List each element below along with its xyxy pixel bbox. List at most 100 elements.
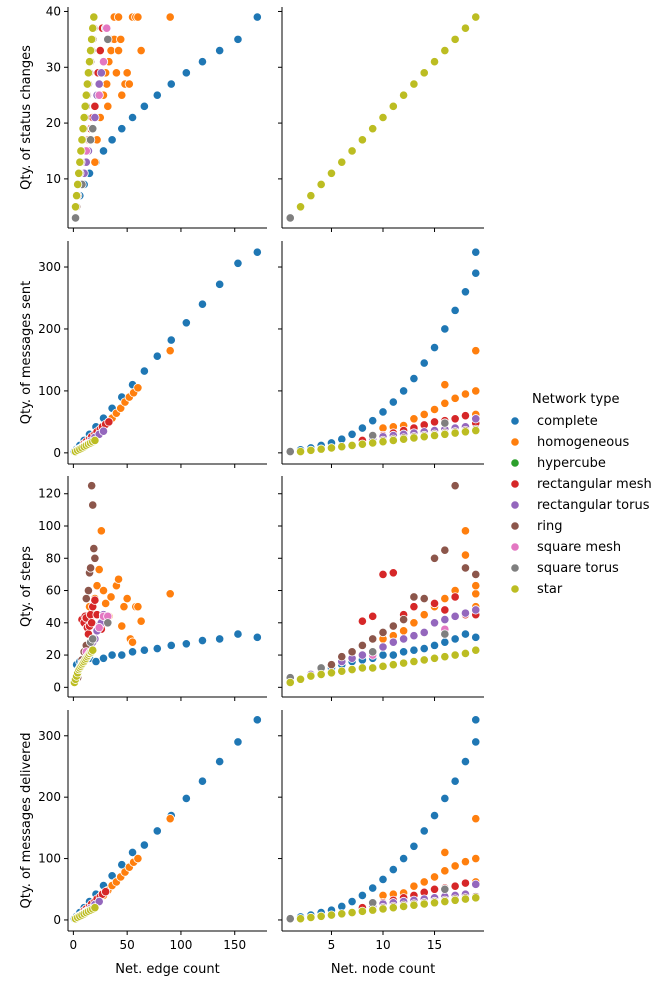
data-point-complete: [181, 68, 191, 78]
data-point-complete: [368, 883, 378, 893]
y-axis-labels: Qty. of status changes Qty. of messages s…: [19, 45, 34, 909]
data-point-star: [77, 135, 87, 145]
y-axis-label: Qty. of status changes: [19, 45, 34, 190]
data-point-star: [419, 655, 429, 665]
data-point-star: [378, 904, 388, 914]
data-point-rectangular-mesh: [440, 605, 450, 615]
data-point-rectangular-mesh: [104, 417, 114, 427]
y-tick-label: 300: [38, 729, 61, 743]
data-point-star: [347, 440, 357, 451]
data-point-homogeneous: [471, 386, 481, 396]
scatter-panels: 1020304001002003000204060801001200100200…: [38, 4, 484, 952]
data-point-star: [357, 663, 367, 673]
data-point-complete: [117, 124, 127, 134]
data-point-star: [471, 425, 481, 436]
data-point-star: [357, 906, 367, 916]
data-point-complete: [197, 776, 208, 786]
data-point-complete: [233, 34, 243, 44]
data-point-star: [347, 664, 357, 675]
data-point-square-torus: [440, 418, 450, 428]
data-point-homogeneous: [450, 861, 460, 871]
data-point-ring: [85, 563, 96, 573]
data-point-star: [368, 124, 378, 134]
data-point-star: [450, 650, 460, 660]
data-point-homogeneous: [94, 564, 104, 575]
data-point-complete: [181, 318, 191, 328]
data-point-rectangular-mesh: [429, 417, 440, 427]
data-point-complete: [378, 874, 388, 885]
data-point-rectangular-torus: [378, 642, 388, 652]
data-point-rectangular-mesh: [429, 598, 440, 609]
data-point-star: [409, 433, 419, 443]
data-point-complete: [166, 640, 176, 650]
data-point-homogeneous: [111, 68, 122, 78]
data-point-ring: [90, 553, 100, 563]
data-point-star: [326, 168, 337, 178]
data-point-homogeneous: [113, 12, 124, 22]
data-point-homogeneous: [429, 872, 440, 882]
y-tick-label: 40: [46, 4, 61, 18]
data-point-star: [337, 157, 347, 167]
data-point-rectangular-torus: [94, 79, 104, 89]
data-point-star: [75, 157, 85, 167]
data-point-complete: [197, 635, 208, 646]
data-point-rectangular-torus: [409, 631, 419, 641]
data-point-star: [378, 437, 388, 447]
y-tick-label: 20: [46, 648, 61, 662]
data-point-rectangular-torus: [357, 650, 367, 660]
data-point-complete: [368, 416, 378, 426]
y-axis-label: Qty. of messages sent: [19, 281, 34, 425]
data-point-ring: [419, 593, 429, 604]
data-point-rectangular-torus: [90, 112, 100, 123]
data-point-complete: [107, 650, 117, 660]
data-point-complete: [378, 407, 388, 417]
data-point-ring: [87, 481, 97, 491]
panel-r2-c0: 0 20 40 60 80 100 120: [38, 476, 267, 701]
data-point-complete: [152, 826, 162, 836]
data-point-rectangular-mesh: [460, 878, 471, 888]
legend-marker: [510, 416, 520, 426]
data-point-homogeneous: [133, 602, 143, 612]
data-point-star: [450, 895, 460, 905]
data-point-star: [357, 439, 367, 449]
data-point-homogeneous: [429, 404, 440, 415]
data-point-complete: [117, 650, 127, 660]
data-point-complete: [197, 299, 208, 309]
data-point-complete: [388, 865, 398, 875]
data-point-complete: [440, 324, 450, 334]
data-point-star: [460, 23, 471, 33]
data-point-complete: [450, 776, 460, 786]
legend-label: rectangular mesh: [537, 477, 652, 492]
data-point-square-torus: [103, 618, 113, 628]
data-point-star: [295, 447, 306, 457]
data-point-star: [326, 910, 337, 920]
data-point-homogeneous: [127, 637, 138, 647]
data-point-homogeneous: [113, 574, 124, 584]
data-point-complete: [152, 90, 162, 100]
data-point-rectangular-torus: [471, 414, 481, 424]
data-point-rectangular-mesh: [450, 414, 460, 424]
data-point-homogeneous: [116, 403, 126, 413]
data-point-complete: [460, 629, 471, 639]
data-point-homogeneous: [419, 610, 429, 620]
data-point-star: [295, 202, 306, 212]
data-point-homogeneous: [471, 581, 481, 591]
legend-marker: [510, 500, 520, 510]
panel-r1-c0: 0 100 200 300: [38, 241, 267, 468]
data-point-ring: [88, 500, 98, 510]
y-tick-label: 40: [46, 616, 61, 630]
data-point-homogeneous: [133, 853, 143, 864]
legend-item: homogeneous: [510, 435, 629, 450]
data-point-star: [460, 894, 471, 904]
data-point-complete: [166, 79, 176, 89]
data-point-star: [85, 45, 96, 56]
data-point-complete: [440, 637, 450, 647]
data-point-square-torus: [368, 647, 378, 657]
y-tick-label: 120: [38, 487, 61, 501]
data-point-complete: [429, 640, 440, 650]
data-point-homogeneous: [471, 814, 481, 824]
x-tick-label: 10: [375, 938, 390, 952]
data-point-square-torus: [103, 34, 113, 44]
data-point-complete: [181, 793, 191, 804]
